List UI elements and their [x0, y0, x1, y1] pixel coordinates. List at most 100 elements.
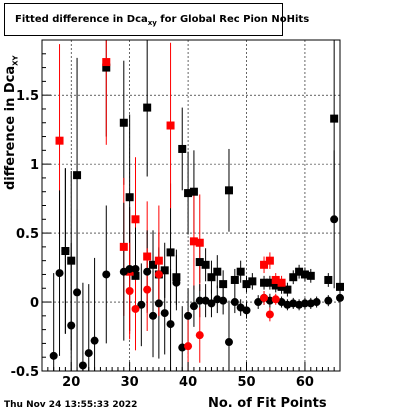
data-markers — [49, 58, 344, 370]
y-axis-label: difference in DcaXY — [3, 55, 20, 190]
plot-frame — [41, 39, 341, 372]
data-point-circle — [330, 215, 339, 224]
data-point-square — [236, 267, 245, 276]
data-point-circle — [184, 311, 193, 320]
data-point-square — [149, 260, 158, 269]
data-point-circle — [73, 288, 82, 297]
data-point-square — [295, 267, 304, 276]
data-point-circle — [324, 296, 333, 305]
data-point-circle — [137, 300, 146, 309]
data-point-circle — [67, 321, 76, 330]
data-point-square — [248, 277, 257, 286]
data-point-circle — [224, 338, 233, 347]
data-point-circle — [143, 285, 152, 294]
data-point-square — [166, 248, 175, 257]
y-tick-label: 1 — [30, 158, 39, 173]
y-tick-label: 0.5 — [16, 227, 39, 242]
data-point-square — [289, 273, 298, 282]
data-point-circle — [219, 296, 228, 305]
data-point-square — [230, 275, 239, 284]
x-tick-label: 20 — [62, 375, 80, 390]
data-point-circle — [207, 299, 216, 308]
x-tick-label: 40 — [179, 375, 197, 390]
data-point-square — [277, 282, 286, 291]
data-point-circle — [61, 247, 70, 256]
data-point-circle — [166, 320, 175, 329]
data-point-circle — [78, 361, 87, 370]
data-point-square — [178, 144, 187, 153]
data-point-square — [102, 63, 111, 72]
data-point-square — [102, 58, 111, 67]
y-tick-label: 1.5 — [16, 89, 39, 104]
data-point-circle — [312, 298, 321, 307]
data-point-square — [131, 271, 140, 280]
data-point-square — [219, 280, 228, 289]
data-point-circle — [84, 349, 93, 358]
data-point-circle — [254, 298, 263, 307]
x-tick-label: 60 — [296, 375, 314, 390]
data-point-square — [73, 171, 82, 180]
data-point-circle — [154, 270, 163, 279]
data-point-circle — [55, 269, 64, 278]
data-point-circle — [149, 311, 158, 320]
data-point-circle — [131, 264, 140, 273]
data-point-square — [271, 281, 280, 290]
data-point-circle — [300, 299, 309, 308]
data-point-square — [277, 278, 286, 287]
x-tick-label: 30 — [121, 375, 139, 390]
data-point-square — [265, 278, 274, 287]
data-point-circle — [154, 299, 163, 308]
data-point-square — [125, 193, 134, 202]
data-point-square — [207, 273, 216, 282]
data-point-square — [189, 187, 198, 196]
data-point-square — [324, 275, 333, 284]
data-point-circle — [184, 342, 193, 351]
data-point-circle — [195, 296, 204, 305]
data-point-square — [184, 189, 193, 198]
error-bars — [53, 40, 341, 371]
data-point-square — [213, 267, 222, 276]
data-point-circle — [90, 336, 99, 345]
data-point-square — [143, 103, 152, 112]
data-point-circle — [189, 302, 198, 311]
data-point-circle — [172, 278, 181, 287]
data-point-circle — [271, 295, 280, 304]
data-point-square — [271, 275, 280, 284]
data-point-square — [160, 266, 169, 275]
data-point-circle — [131, 304, 140, 313]
data-point-square — [265, 256, 274, 265]
data-point-circle — [265, 310, 274, 319]
data-point-circle — [195, 331, 204, 340]
data-point-circle — [102, 270, 111, 279]
data-point-square — [201, 260, 210, 269]
data-point-circle — [143, 267, 152, 276]
data-point-square — [55, 136, 64, 145]
y-tick-label: 0 — [30, 296, 39, 311]
data-point-square — [154, 256, 163, 265]
data-point-circle — [49, 351, 58, 360]
data-point-square — [306, 271, 315, 280]
data-point-circle — [242, 306, 251, 315]
grid-lines — [42, 40, 340, 372]
data-point-square — [195, 238, 204, 247]
data-point-square — [330, 114, 339, 123]
data-point-square — [172, 273, 181, 282]
data-point-square — [119, 118, 128, 127]
data-point-square — [242, 280, 251, 289]
data-point-square — [189, 237, 198, 246]
x-tick-label: 50 — [237, 375, 255, 390]
data-point-square — [131, 215, 140, 224]
data-point-square — [300, 270, 309, 279]
y-tick-label: -0.5 — [11, 365, 39, 380]
data-point-square — [224, 186, 233, 195]
data-point-circle — [160, 309, 169, 318]
x-axis-label: No. of Fit Points — [208, 396, 327, 411]
data-point-circle — [125, 287, 134, 296]
data-point-square — [143, 252, 152, 261]
data-point-circle — [260, 293, 269, 302]
data-point-square — [195, 258, 204, 267]
data-point-square — [166, 121, 175, 130]
timestamp-footer: Thu Nov 24 13:55:33 2022 — [4, 400, 138, 410]
data-point-square — [119, 242, 128, 251]
